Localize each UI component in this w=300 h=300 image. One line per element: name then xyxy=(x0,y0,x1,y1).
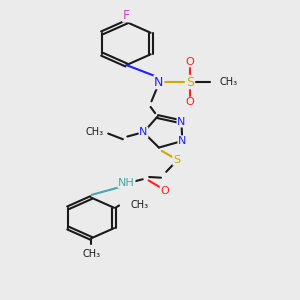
Text: S: S xyxy=(173,155,180,165)
Text: F: F xyxy=(123,9,130,22)
Text: N: N xyxy=(139,128,148,137)
Text: S: S xyxy=(186,76,194,88)
Text: NH: NH xyxy=(118,178,135,188)
Text: CH₃: CH₃ xyxy=(219,77,237,87)
Text: CH₃: CH₃ xyxy=(86,128,104,137)
Text: CH₃: CH₃ xyxy=(82,248,100,259)
Text: O: O xyxy=(185,57,194,67)
Text: O: O xyxy=(160,186,169,196)
Text: N: N xyxy=(178,136,187,146)
Text: N: N xyxy=(177,117,186,127)
Text: N: N xyxy=(154,76,164,88)
Text: O: O xyxy=(185,98,194,107)
Text: CH₃: CH₃ xyxy=(130,200,148,211)
